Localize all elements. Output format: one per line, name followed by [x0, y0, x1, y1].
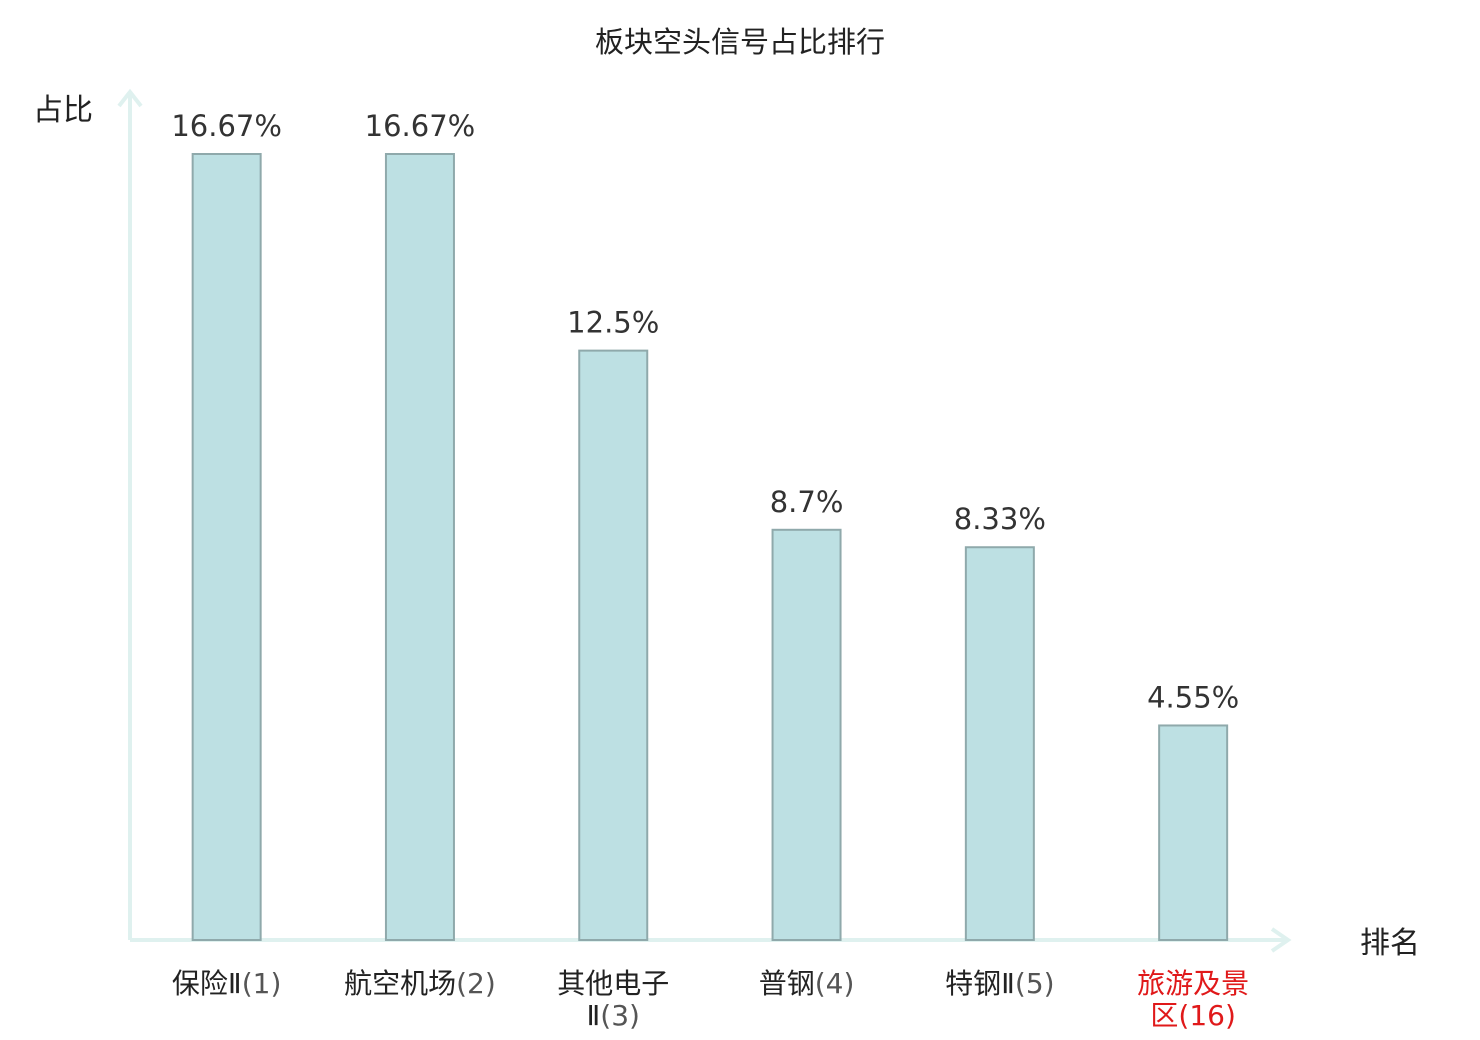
bar-4 [771, 528, 842, 941]
value-label-5: 8.33% [954, 502, 1046, 536]
chart-title: 板块空头信号占比排行 [595, 25, 885, 59]
bar-5 [964, 546, 1035, 942]
bars-group [191, 153, 1229, 942]
bar-1 [191, 153, 262, 941]
value-label-6: 4.55% [1147, 680, 1239, 714]
category-label-line: 普钢(4) [759, 967, 855, 1000]
value-label-2: 16.67% [365, 109, 476, 143]
category-label-4: 普钢(4) [759, 967, 855, 1000]
value-label-4: 8.7% [770, 485, 844, 519]
value-labels-group: 16.67% 16.67% 12.5% 8.7% 8.33% 4.55% [171, 109, 1239, 714]
category-label-line: 其他电子 [557, 967, 669, 1000]
bar-3 [578, 349, 649, 942]
category-label-6: 旅游及景区(16) [1137, 967, 1249, 1032]
x-axis [130, 927, 1292, 953]
category-label-1: 保险Ⅱ(1) [172, 967, 281, 1000]
bar-6 [1158, 724, 1229, 941]
y-axis-label: 占比 [33, 93, 93, 128]
y-axis [117, 88, 143, 940]
category-label-line: Ⅱ(3) [587, 999, 640, 1032]
bar-2 [384, 153, 455, 941]
category-label-line: 航空机场(2) [344, 967, 496, 1000]
category-label-3: 其他电子 Ⅱ(3) [557, 967, 669, 1032]
category-labels-group: 保险Ⅱ(1) 航空机场(2) 其他电子 Ⅱ(3) 普钢(4) 特钢Ⅱ(5) 旅游及景区(16… [172, 967, 1249, 1032]
category-label-line: 保险Ⅱ(1) [172, 967, 281, 1000]
category-label-line: 区(16) [1150, 999, 1236, 1032]
category-label-5: 特钢Ⅱ(5) [945, 967, 1054, 1000]
category-label-line: 特钢Ⅱ(5) [945, 967, 1054, 1000]
category-label-2: 航空机场(2) [344, 967, 496, 1000]
value-label-3: 12.5% [567, 306, 659, 340]
x-axis-label: 排名 [1360, 926, 1420, 961]
category-label-line: 旅游及景 [1137, 967, 1249, 1000]
value-label-1: 16.67% [171, 109, 282, 143]
